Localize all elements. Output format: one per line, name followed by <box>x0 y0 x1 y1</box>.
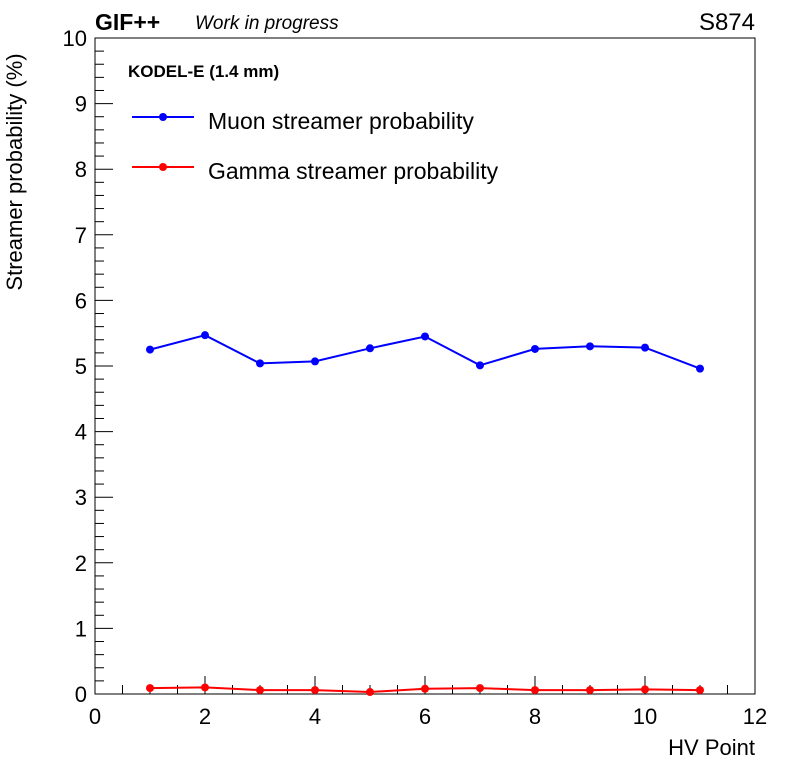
x-tick-label: 6 <box>419 704 431 729</box>
y-tick-label: 1 <box>75 616 87 641</box>
data-point-gamma <box>641 685 649 694</box>
data-point-gamma <box>256 686 264 695</box>
legend-marker-muon <box>159 113 167 121</box>
chamber-label: S874 <box>699 9 755 36</box>
data-point-muon <box>311 357 319 366</box>
data-point-muon <box>201 331 209 340</box>
data-point-muon <box>366 344 374 353</box>
data-point-gamma <box>531 686 539 695</box>
y-tick-label: 4 <box>75 420 87 445</box>
data-series <box>146 331 704 697</box>
x-axis-title: HV Point <box>668 735 755 760</box>
data-point-muon <box>476 361 484 370</box>
legend-label-gamma: Gamma streamer probability <box>208 158 499 184</box>
y-tick-label: 7 <box>75 223 87 248</box>
data-point-muon <box>256 359 264 368</box>
data-point-muon <box>531 344 539 353</box>
x-tick-label: 10 <box>633 704 657 729</box>
legend: Muon streamer probability Gamma streamer… <box>132 108 499 184</box>
y-tick-label: 2 <box>75 551 87 576</box>
data-point-gamma <box>366 688 374 697</box>
data-point-gamma <box>146 684 154 693</box>
y-axis-title: Streamer probability (%) <box>2 53 27 290</box>
y-tick-label: 3 <box>75 485 87 510</box>
y-tick-label: 0 <box>75 682 87 707</box>
y-tick-label: 9 <box>75 92 87 117</box>
x-tick-label: 12 <box>743 704 767 729</box>
experiment-label: GIF++ <box>95 9 160 35</box>
plot-frame <box>94 37 756 695</box>
data-point-gamma <box>421 684 429 693</box>
x-tick-label: 0 <box>89 704 101 729</box>
data-point-muon <box>586 342 594 351</box>
x-tick-label: 2 <box>199 704 211 729</box>
data-point-gamma <box>201 683 209 692</box>
data-point-gamma <box>476 684 484 693</box>
data-point-muon <box>421 332 429 341</box>
x-tick-label: 8 <box>529 704 541 729</box>
data-point-muon <box>146 345 154 354</box>
y-tick-label: 5 <box>75 354 87 379</box>
data-point-gamma <box>311 686 319 695</box>
data-point-muon <box>641 343 649 352</box>
status-label: Work in progress <box>195 13 339 34</box>
legend-marker-gamma <box>159 163 167 171</box>
chart-annotation: KODEL-E (1.4 mm) <box>128 62 279 81</box>
y-tick-label: 10 <box>63 26 87 51</box>
x-tick-label: 4 <box>309 704 321 729</box>
y-tick-label: 6 <box>75 288 87 313</box>
data-point-gamma <box>586 686 594 695</box>
data-point-gamma <box>696 686 704 695</box>
legend-label-muon: Muon streamer probability <box>208 108 474 134</box>
y-tick-label: 8 <box>75 157 87 182</box>
data-point-muon <box>696 364 704 373</box>
